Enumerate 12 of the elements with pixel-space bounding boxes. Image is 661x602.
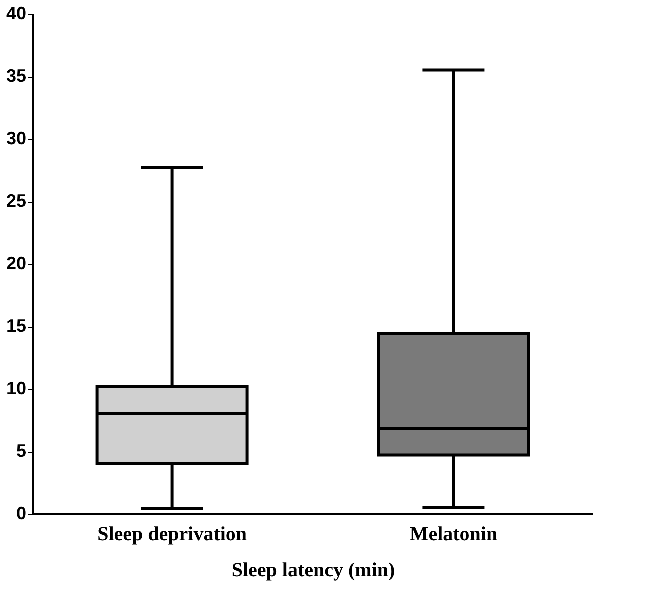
y-tick-label: 10: [6, 378, 26, 398]
x-tick-label: Melatonin: [410, 524, 498, 546]
y-tick-label: 0: [16, 504, 26, 524]
y-tick-label: 30: [6, 128, 26, 148]
x-tick-label: Sleep deprivation: [98, 524, 248, 546]
y-tick-label: 15: [6, 316, 26, 336]
y-tick-label: 20: [6, 254, 26, 274]
y-tick-label: 40: [6, 4, 26, 24]
y-tick-label: 5: [16, 441, 26, 461]
y-tick-label: 25: [6, 191, 26, 211]
x-axis-title: Sleep latency (min): [232, 560, 396, 582]
y-tick-label: 35: [6, 66, 26, 86]
